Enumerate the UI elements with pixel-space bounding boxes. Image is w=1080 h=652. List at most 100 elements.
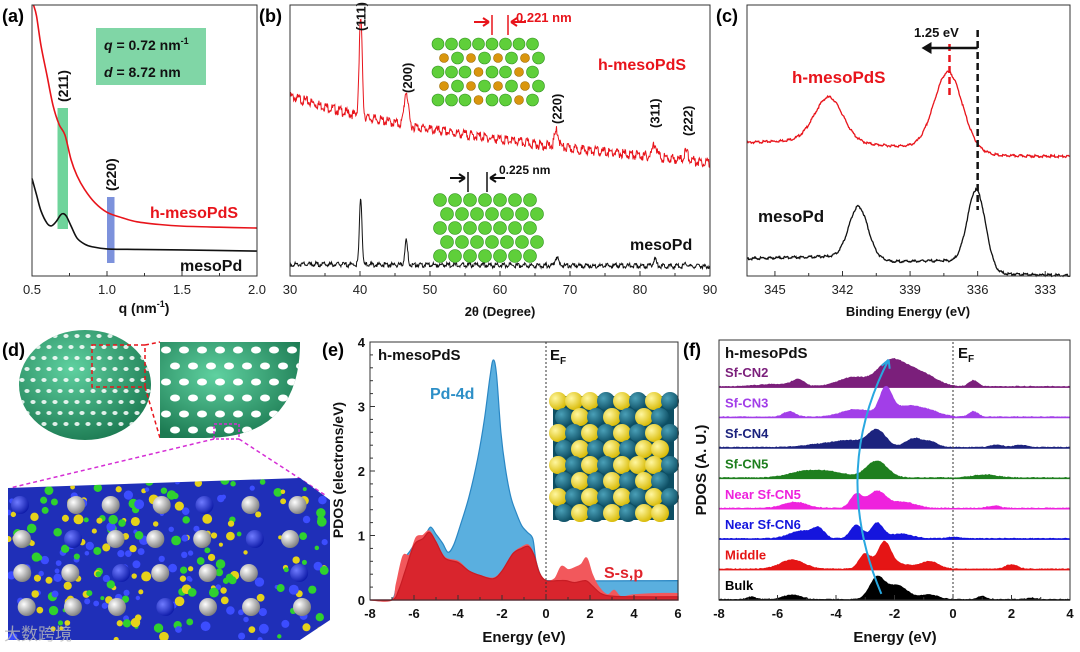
x-tick-label: 80: [633, 282, 647, 297]
atom: [159, 631, 169, 640]
atom: [228, 576, 237, 585]
atom: [73, 514, 84, 525]
series-label-pd-4d: Pd-4d: [430, 386, 474, 403]
atom: [172, 492, 179, 500]
pore: [41, 356, 47, 360]
plot-frame: [746, 4, 1071, 277]
atom: [227, 520, 235, 527]
pore: [129, 334, 135, 338]
pd-atom: [619, 408, 637, 426]
pd-atom: [587, 472, 605, 490]
pore: [57, 345, 63, 349]
series-label: Sf-CN5: [725, 456, 768, 471]
isosurface-blob: [11, 496, 29, 514]
sulfur-atom: [603, 408, 621, 426]
atom: [301, 559, 307, 565]
atom: [38, 570, 44, 577]
pd-atom: [445, 37, 458, 51]
atom: [116, 620, 123, 627]
pd-atom: [530, 235, 544, 249]
sulfur-atom: [466, 53, 476, 63]
sulfur-atom: [493, 53, 503, 63]
x-tick-label: 4: [1066, 606, 1074, 621]
x-tick-label: 345: [764, 282, 786, 297]
panel-e-pdos: h-mesoPdS EF Pd-4d S-s,p -8 -6 -4 -2 0 2 4 6 0 1 2…: [330, 335, 682, 646]
series-line-mesopd: [746, 187, 1071, 278]
atom: [144, 478, 154, 486]
pd-atom: [470, 207, 484, 221]
pd-atom: [629, 392, 647, 410]
atom: [174, 596, 185, 607]
atom: [292, 556, 300, 564]
sulfur-atom: [466, 81, 476, 91]
atom: [312, 633, 318, 638]
x-axis-label: Binding Energy (eV): [846, 304, 970, 319]
pd-atom: [587, 504, 605, 522]
atom: [141, 571, 152, 582]
atom: [118, 519, 126, 527]
pd-atom: [597, 424, 615, 442]
pd-atom: [523, 221, 537, 235]
isosurface-blob: [13, 564, 32, 582]
pd-atom: [619, 472, 637, 490]
pd-atom: [478, 79, 491, 93]
isosurface-blob: [156, 598, 175, 616]
isosurface-blob: [290, 564, 309, 582]
panel-d-structure: 大数跨境: [4, 330, 330, 644]
shift-label: 1.25 eV: [914, 25, 959, 40]
atom: [230, 480, 236, 487]
pd-atom: [523, 193, 537, 207]
isosurface-blob: [281, 530, 300, 548]
pore: [140, 400, 146, 404]
atom: [181, 551, 188, 559]
x-tick-label: 1.5: [173, 282, 191, 297]
sulfur-atom: [603, 504, 621, 522]
pore: [251, 346, 261, 354]
pore: [123, 411, 129, 415]
pd-atom: [455, 207, 469, 221]
pore: [118, 378, 124, 382]
pore: [215, 410, 225, 418]
lattice-inset-mesopd: [433, 193, 544, 263]
atom: [238, 632, 246, 640]
atom: [220, 587, 227, 594]
pore: [260, 394, 270, 402]
atom: [321, 539, 328, 546]
sulfur-atom: [581, 488, 599, 506]
pore: [287, 346, 297, 354]
pore: [134, 389, 140, 393]
atom: [83, 517, 89, 523]
pd-atom: [440, 235, 454, 249]
pore: [215, 346, 225, 354]
atom: [106, 580, 115, 589]
pore: [30, 356, 36, 360]
peak-band: [107, 197, 115, 263]
arrow-right-icon: [474, 17, 490, 27]
sulfur-atom: [629, 456, 647, 474]
isosurface-blob: [292, 598, 311, 616]
atom: [182, 516, 190, 524]
sulfur-atom: [514, 67, 524, 77]
sulfur-atom: [603, 440, 621, 458]
isosurface-blob: [239, 564, 258, 582]
pore: [296, 394, 300, 402]
series-label-h-mesopds: h-mesoPdS: [792, 68, 886, 87]
atom: [215, 584, 222, 590]
pore: [35, 389, 41, 393]
atom: [316, 508, 326, 518]
pd-atom: [445, 93, 458, 107]
pore: [30, 334, 36, 338]
series-label: Bulk: [725, 578, 754, 593]
atom: [273, 488, 283, 497]
arrow-left-icon: [510, 17, 526, 27]
pore: [85, 356, 91, 360]
atom: [134, 614, 142, 621]
pd-atom: [445, 65, 458, 79]
pore: [24, 389, 30, 393]
pd-atom: [619, 440, 637, 458]
series-area-middle: [718, 540, 1071, 571]
series-label: Middle: [725, 548, 766, 563]
isosurface-blob: [193, 530, 212, 548]
atom: [51, 590, 59, 598]
sulfur-atom: [571, 440, 589, 458]
